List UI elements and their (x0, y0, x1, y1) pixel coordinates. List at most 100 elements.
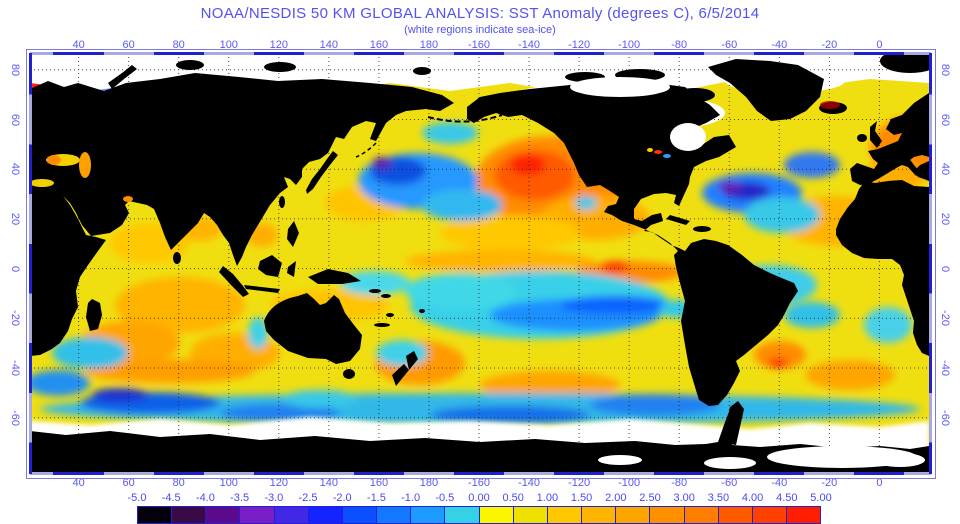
australia (264, 293, 362, 364)
latitude-tick-label: 20 (939, 212, 951, 226)
tasmania (343, 369, 355, 379)
colorbar-segment (752, 507, 787, 523)
colorbar-segment (411, 507, 446, 523)
map-frame (29, 52, 932, 475)
colorbar-tick-label: 2.50 (639, 492, 661, 504)
longitude-tick-label: 140 (319, 477, 339, 489)
colorbar-tick-label: -3.0 (264, 492, 284, 504)
madagascar (86, 299, 102, 331)
longitude-tick-label: -80 (671, 39, 688, 51)
longitude-axis-bottom: 40 60 80 100 120 140 160 180 -160 -140 -120 -100 -80… (30, 477, 931, 490)
colorbar-tick-label: -0.5 (435, 492, 455, 504)
map-outer-border (26, 49, 936, 479)
longitude-tick-label: 120 (269, 39, 288, 51)
africa-west (836, 180, 929, 356)
latitude-axis-right: 80 60 40 20 0 -20 -40 -60 (937, 53, 953, 474)
novaya-zemlya (108, 65, 137, 89)
latitude-tick-label: -60 (939, 409, 951, 426)
longitude-tick-label: -140 (518, 39, 541, 51)
colorbar-segment (786, 507, 821, 523)
longitude-tick-label: 40 (72, 477, 85, 489)
borneo (258, 255, 282, 277)
longitude-tick-label: -120 (568, 39, 591, 51)
latitude-tick-label: 40 (939, 163, 951, 176)
taiwan (279, 196, 285, 208)
antarctica (30, 403, 929, 474)
longitude-tick-label: 60 (122, 39, 135, 51)
overlays (30, 77, 925, 469)
colorbar-tick-label: -1.5 (366, 492, 386, 504)
new-guinea (308, 269, 361, 284)
mediterranean-east (30, 179, 54, 187)
colorbar-tick-label: 2.00 (605, 492, 627, 504)
sumatra (219, 266, 249, 297)
land-masses (30, 53, 931, 474)
plot-title: NOAA/NESDIS 50 KM GLOBAL ANALYSIS: SST A… (200, 5, 760, 22)
colorbar-segment (172, 507, 207, 523)
colorbar-tick-label: -4.0 (195, 492, 215, 504)
colorbar-segment (479, 507, 514, 523)
longitude-axis-top: 40 60 80 100 120 140 160 180 -160 -140 -120 -100 -80… (30, 39, 931, 52)
latitude-tick-label: 60 (939, 113, 951, 126)
europe-west (850, 93, 929, 185)
colorbar-tick-label: -1.0 (401, 492, 421, 504)
antarctic-peninsula (722, 401, 744, 445)
colorbar: -5.0 -4.5 -4.0 -3.5 -3.0 -2.5 -2.0 -1.5 -1.0 -0.5… (128, 492, 832, 524)
ireland (857, 134, 867, 142)
kuril-islands (355, 142, 377, 158)
longitude-tick-label: -60 (721, 39, 738, 51)
latitude-tick-label: 80 (9, 63, 21, 76)
longitude-tick-label: 100 (219, 39, 238, 51)
colorbar-tick-label: -2.0 (332, 492, 352, 504)
colorbar-tick-label: 1.50 (570, 492, 593, 504)
hainan (255, 211, 263, 217)
colorbar-tick-label: -4.5 (161, 492, 181, 504)
colorbar-tick-label: 3.00 (673, 492, 695, 504)
latitude-tick-label: 20 (9, 212, 21, 226)
latitude-tick-label: -60 (9, 409, 21, 426)
longitude-tick-label: -100 (618, 477, 641, 489)
colorbar-segment (582, 507, 617, 523)
sulawesi (287, 261, 296, 277)
longitude-tick-label: 80 (172, 477, 185, 489)
colorbar-tick-label: 3.50 (707, 492, 730, 504)
colorbar-segment (342, 507, 378, 523)
latitude-tick-label: 0 (939, 265, 951, 272)
longitude-tick-label: -20 (821, 39, 838, 51)
frame-edge-right (929, 53, 932, 474)
japan (306, 151, 338, 194)
longitude-tick-label: -40 (771, 477, 788, 489)
longitude-tick-label: -160 (467, 477, 491, 489)
longitude-tick-label: -120 (568, 477, 591, 489)
latitude-tick-label: -40 (9, 360, 21, 376)
longitude-tick-label: -80 (671, 477, 688, 489)
colorbar-tick-label: -3.5 (230, 492, 250, 504)
latitude-tick-label: 80 (939, 63, 951, 76)
colorbar-tick-label: 1.00 (536, 492, 559, 504)
longitude-tick-label: 140 (319, 39, 339, 51)
colorbar-segment (138, 507, 173, 523)
colorbar-tick-label: 5.00 (810, 492, 832, 504)
colorbar-segment (240, 507, 275, 523)
sri-lanka (173, 252, 181, 264)
longitude-tick-label: 180 (419, 39, 439, 51)
philippines (287, 221, 299, 247)
latitude-tick-label: -20 (939, 310, 951, 327)
longitude-tick-label: 40 (72, 39, 85, 51)
longitude-tick-label: -100 (618, 39, 641, 51)
colorbar-segment (547, 507, 583, 523)
colorbar-labels: -5.0 -4.5 -4.0 -3.5 -3.0 -2.5 -2.0 -1.5 -1.0 -0.5… (128, 492, 832, 505)
frame-edge-bottom (30, 472, 931, 475)
longitude-tick-label: 0 (876, 39, 883, 51)
americas (467, 81, 798, 406)
new-zealand-south (392, 364, 409, 386)
cuba (666, 215, 690, 225)
world-sst-anomaly-map (30, 53, 931, 474)
latitude-tick-label: -40 (939, 360, 951, 376)
plot-subtitle: (white regions indicate sea-ice) (404, 24, 556, 36)
frame-edge-top (30, 52, 931, 55)
new-zealand-north (406, 351, 418, 370)
longitude-tick-label: -20 (821, 477, 838, 489)
balkans-edge (914, 161, 929, 181)
